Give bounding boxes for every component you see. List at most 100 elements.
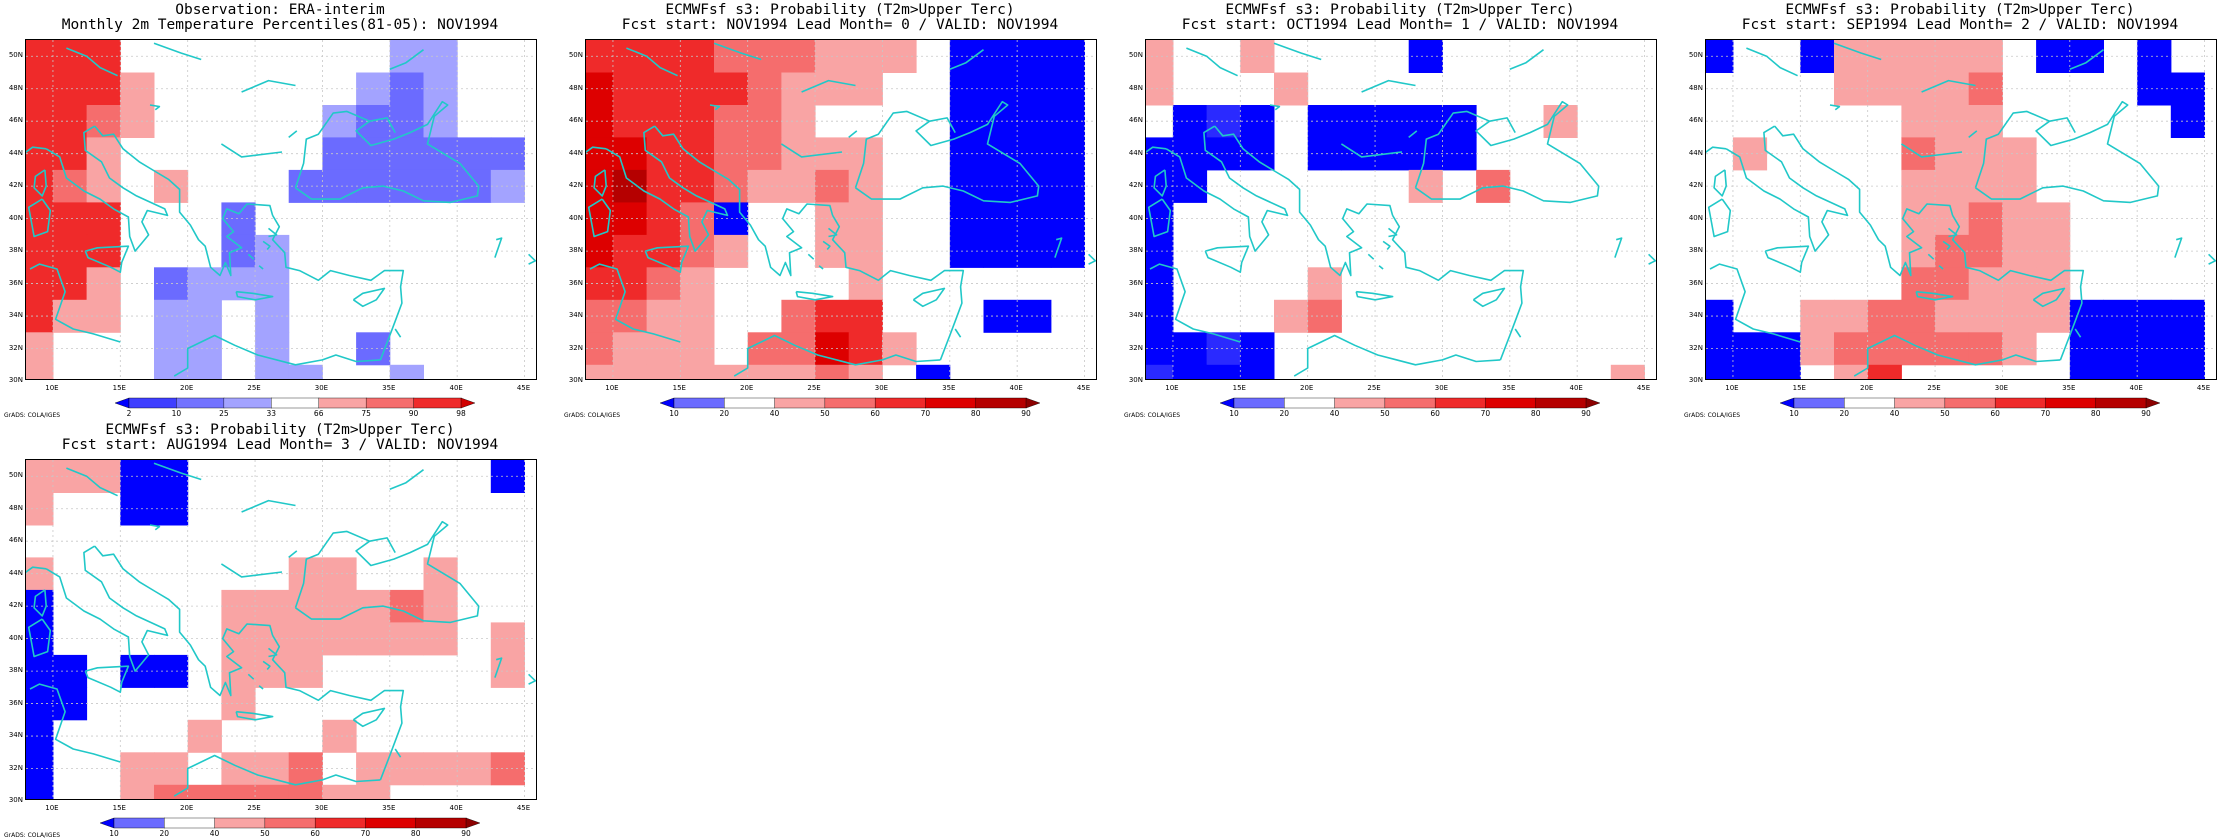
coastline <box>288 550 298 559</box>
coastline <box>149 524 161 531</box>
lon-tick-label: 30E <box>1994 384 2009 392</box>
map-cell <box>26 719 54 753</box>
lon-tick-label: 40E <box>1569 384 1583 392</box>
coastline <box>1706 146 1727 154</box>
lat-tick-label: 44N <box>568 148 583 157</box>
map-cell <box>1867 364 1902 379</box>
colorbar-swatch <box>1025 397 1040 409</box>
lon-tick-label: 35E <box>382 384 396 392</box>
map-cell <box>680 364 715 379</box>
coastline <box>1214 125 1394 277</box>
lat-tick-label: 42N <box>8 181 23 190</box>
lon-tick-label: 40E <box>1009 384 1023 392</box>
map-cell <box>1732 364 1768 379</box>
map-cell <box>1146 169 1174 203</box>
coastline <box>1853 334 2061 377</box>
coastline <box>2074 328 2082 338</box>
lat-tick-label: 32N <box>8 343 23 352</box>
map-cell <box>1146 299 1174 333</box>
lat-tick-label: 32N <box>1688 343 1703 352</box>
coastline <box>247 253 255 260</box>
lon-tick-label: 25E <box>247 384 261 392</box>
lat-tick-label: 40N <box>1128 213 1143 222</box>
map-cell <box>1206 364 1241 379</box>
lat-tick-label: 36N <box>8 698 23 707</box>
grads-credit: GrADS: COLA/IGES <box>4 412 61 419</box>
lat-tick-label: 34N <box>1688 311 1703 320</box>
map-cell <box>714 364 749 379</box>
map-panel-observation: Observation: ERA-interim Monthly 2m Temp… <box>0 0 560 420</box>
lon-tick-label: 10E <box>1165 384 1179 392</box>
coastline <box>26 566 47 574</box>
lon-tick-label: 35E <box>1502 384 1516 392</box>
coastline <box>45 545 169 672</box>
panel-title-line2: Fcst start: NOV1994 Lead Month= 0 / VALI… <box>621 17 1059 33</box>
lat-tick-label: 44N <box>1688 148 1703 157</box>
coastline <box>394 328 402 338</box>
map-cell <box>26 752 54 786</box>
coastline <box>1269 104 1281 111</box>
colorbar-swatch <box>1894 397 1946 409</box>
colorbar-swatch <box>1994 397 2047 409</box>
coastline <box>94 125 274 277</box>
lat-tick-label: 40N <box>568 213 583 222</box>
coastline <box>848 130 858 139</box>
lon-tick-label: 30E <box>1434 384 1449 392</box>
coastline <box>1947 227 1958 238</box>
lat-tick-label: 36N <box>1128 278 1143 287</box>
map-cell <box>586 332 614 366</box>
map-cell <box>187 364 222 379</box>
map-cell <box>1146 332 1174 366</box>
lon-tick-label: 15E <box>112 804 126 812</box>
coastline <box>605 125 729 252</box>
map-cell <box>586 40 614 73</box>
lat-tick-label: 30N <box>568 376 583 384</box>
coastline <box>288 130 298 139</box>
colorbar-swatch <box>1780 397 1795 409</box>
coastline <box>149 104 161 111</box>
lon-tick-label: 30E <box>314 384 329 392</box>
coastline <box>247 673 255 680</box>
map-cell <box>2002 137 2037 171</box>
lat-tick-label: 42N <box>568 181 583 190</box>
map-cell <box>288 784 323 799</box>
map-cell <box>26 687 54 721</box>
map-cell <box>389 364 424 379</box>
map-cell <box>586 364 614 379</box>
coastline <box>1088 253 1096 265</box>
map-cell <box>1146 234 1174 268</box>
lat-tick-label: 50N <box>1128 51 1143 60</box>
colorbar-label: 40 <box>209 829 220 838</box>
coastline <box>369 117 396 133</box>
lat-tick-label: 30N <box>1128 376 1143 384</box>
coastline <box>589 263 681 343</box>
coastline <box>1648 253 1656 265</box>
lon-tick-label: 25E <box>1927 384 1941 392</box>
coastline <box>1489 117 1516 133</box>
grads-credit: GrADS: COLA/IGES <box>564 412 621 419</box>
coastline <box>1367 253 1375 260</box>
colorbar-swatch <box>824 397 876 409</box>
colorbar-swatch <box>1944 397 1996 409</box>
colorbar-swatch <box>100 817 115 829</box>
coastline <box>1514 328 1522 338</box>
grads-credit: GrADS: COLA/IGES <box>4 832 61 839</box>
coastline <box>45 125 169 252</box>
lat-tick-label: 50N <box>568 51 583 60</box>
map-cell <box>1706 332 1734 366</box>
coastline <box>1378 265 1384 270</box>
coastline <box>241 499 296 513</box>
map-frame <box>25 459 537 800</box>
coastline <box>1746 47 1798 77</box>
map-cell <box>848 364 883 379</box>
lon-tick-label: 45E <box>2196 384 2211 392</box>
map-cell <box>255 364 290 379</box>
coastline <box>644 245 690 273</box>
lat-tick-label: 46N <box>568 116 583 125</box>
coastline <box>528 253 536 265</box>
lon-tick-label: 10E <box>45 804 59 812</box>
lat-tick-label: 44N <box>8 148 23 157</box>
map-cell <box>1834 364 1869 379</box>
colorbar-label: 75 <box>361 409 371 418</box>
coastline <box>66 467 118 497</box>
